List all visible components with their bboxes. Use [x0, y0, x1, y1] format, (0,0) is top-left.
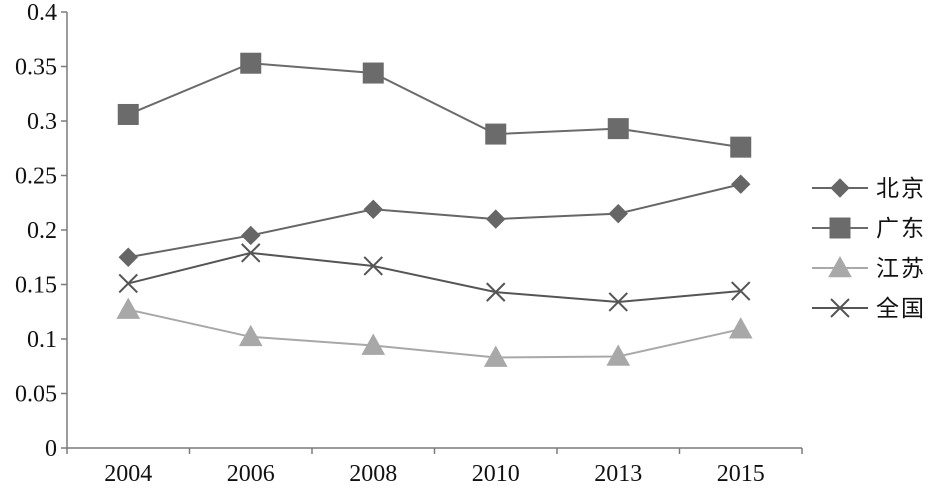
diamond-marker [118, 247, 138, 267]
legend-label: 北京 [876, 176, 926, 202]
legend-label: 广东 [876, 216, 926, 242]
x-tick-label: 2006 [227, 461, 275, 487]
y-tick-label: 0.35 [15, 55, 57, 81]
series-1 [118, 174, 751, 267]
x-marker-stroke [486, 282, 506, 302]
x-marker [486, 282, 506, 302]
x-marker [363, 256, 383, 276]
y-tick-label: 0.1 [27, 327, 57, 353]
x-marker [830, 298, 850, 318]
x-marker-stroke [363, 256, 383, 276]
legend-item: 江苏 [812, 255, 926, 282]
series-line [127, 62, 741, 149]
x-tick-label: 2015 [717, 461, 765, 487]
series-layer [116, 52, 753, 367]
square-marker [730, 136, 752, 158]
x-marker-stroke [830, 298, 850, 318]
x-marker-stroke [241, 243, 261, 263]
series-4 [118, 243, 751, 312]
triangle-marker [606, 344, 631, 366]
x-axis-ticks: 2004 2006 2008 2010 2013 2015 [66, 448, 803, 487]
triangle-marker [828, 255, 852, 278]
legend-label: 江苏 [876, 256, 926, 282]
legend-item: 全国 [812, 296, 926, 322]
x-tick-label: 2013 [594, 461, 642, 487]
y-axis-ticks: 0 0.05 0.1 0.15 0.2 0.25 0.3 0.35 0.4 [15, 0, 67, 462]
diamond-marker [241, 225, 261, 246]
legend-item: 北京 [812, 176, 926, 202]
diamond-marker [731, 174, 751, 194]
triangle-marker [483, 345, 508, 367]
y-tick-label: 0.15 [15, 273, 57, 299]
y-tick-label: 0 [45, 436, 57, 462]
x-tick-label: 2010 [472, 461, 520, 487]
triangle-marker [728, 317, 753, 339]
triangle-marker [238, 324, 263, 347]
axes [66, 12, 802, 449]
x-marker [608, 292, 628, 312]
square-marker [240, 52, 262, 74]
series-line [128, 308, 741, 359]
diamond-marker [608, 203, 628, 224]
series-line [128, 251, 741, 303]
x-marker-stroke [118, 273, 138, 294]
legend-label: 全国 [876, 296, 926, 322]
series-3 [116, 297, 753, 367]
y-tick-label: 0.2 [27, 218, 57, 244]
square-marker [362, 62, 384, 84]
diamond-marker [486, 209, 506, 229]
square-marker [829, 217, 851, 239]
y-tick-label: 0.05 [15, 382, 57, 408]
y-tick-label: 0.25 [15, 164, 57, 190]
x-marker-stroke [608, 292, 628, 312]
diamond-marker [830, 178, 850, 198]
series-line [128, 183, 741, 259]
diamond-marker [363, 199, 383, 219]
x-marker [241, 243, 261, 263]
square-marker [485, 123, 507, 145]
triangle-marker [361, 333, 386, 355]
square-marker [117, 103, 139, 125]
y-tick-label: 0.3 [27, 109, 57, 135]
x-marker-stroke [731, 281, 751, 301]
y-tick-label: 0.4 [27, 0, 57, 26]
x-marker [731, 281, 751, 301]
legend-item: 广东 [812, 216, 926, 242]
x-tick-label: 2008 [349, 461, 397, 487]
x-marker [118, 273, 138, 294]
square-marker [607, 118, 629, 140]
x-tick-label: 2004 [104, 461, 152, 487]
triangle-marker [116, 297, 141, 319]
series-2 [117, 52, 752, 158]
